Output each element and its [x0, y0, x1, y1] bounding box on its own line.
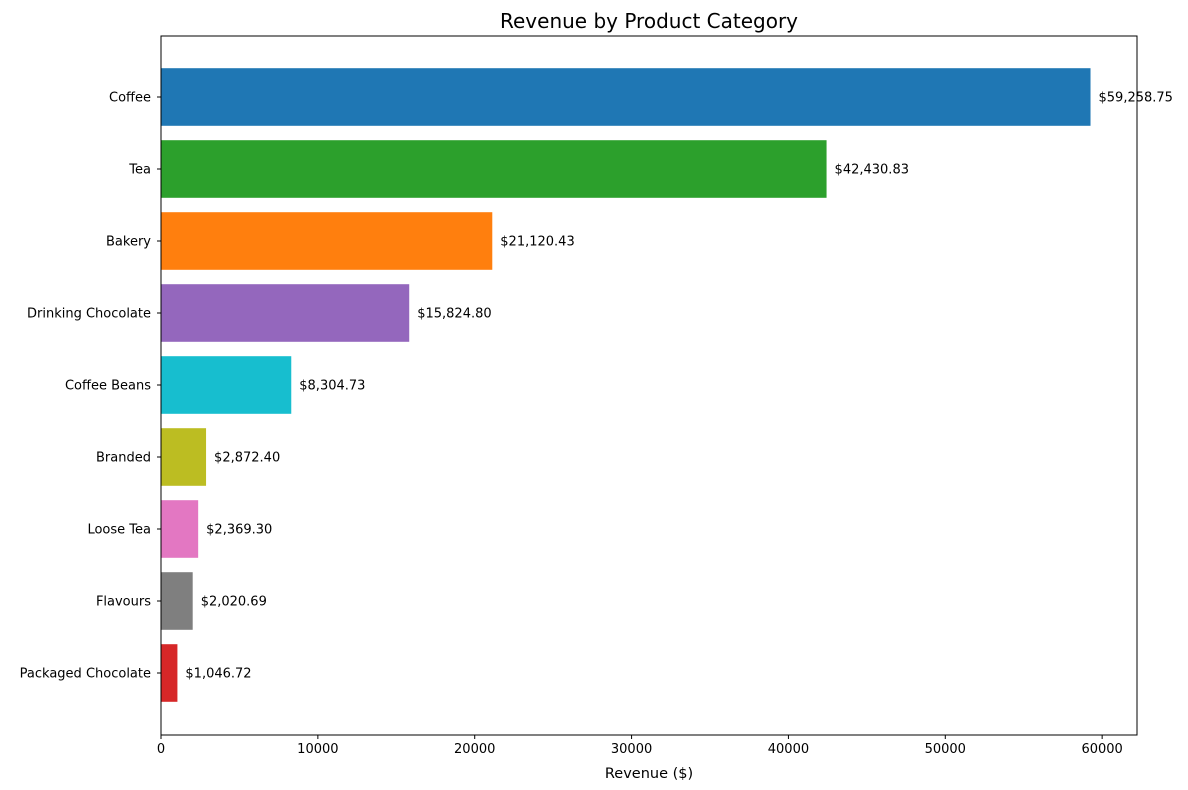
x-tick-label: 10000: [297, 742, 338, 757]
bars-group: [161, 68, 1091, 702]
y-tick-label: Flavours: [96, 595, 151, 610]
chart-title: Revenue by Product Category: [500, 9, 798, 33]
data-label: $59,258.75: [1099, 91, 1173, 106]
data-label: $2,872.40: [214, 451, 280, 466]
y-tick-label: Coffee Beans: [65, 379, 151, 394]
data-label: $8,304.73: [299, 379, 365, 394]
x-axis-label: Revenue ($): [605, 766, 693, 782]
bar-bakery: [161, 212, 493, 270]
data-label: $2,369.30: [206, 523, 272, 538]
x-tick-label: 40000: [768, 742, 809, 757]
data-label: $1,046.72: [185, 667, 251, 682]
x-tick-label: 60000: [1081, 742, 1122, 757]
y-tick-label: Loose Tea: [87, 523, 151, 538]
x-tick-label: 30000: [611, 742, 652, 757]
x-axis: 0 10000 20000 30000 40000 50000 60000: [157, 735, 1123, 757]
y-axis: Coffee Tea Bakery Drinking Chocolate Coffee …: [20, 91, 161, 682]
bar-branded: [161, 428, 207, 486]
plot-frame: [160, 35, 1138, 736]
data-labels-group: $59,258.75 $42,430.83 $21,120.43 $15,824.80…: [185, 91, 1173, 682]
y-tick-label: Tea: [128, 163, 151, 178]
y-tick-label: Packaged Chocolate: [20, 667, 151, 682]
x-tick-label: 50000: [925, 742, 966, 757]
y-tick-label: Coffee: [109, 91, 151, 106]
bar-drinking-chocolate: [161, 284, 410, 342]
y-tick-label: Branded: [96, 451, 151, 466]
data-label: $2,020.69: [201, 595, 267, 610]
x-tick-label: 0: [157, 742, 165, 757]
bar-coffee-beans: [161, 356, 292, 414]
bar-tea: [161, 140, 827, 198]
y-tick-label: Bakery: [106, 235, 151, 250]
data-label: $21,120.43: [500, 235, 574, 250]
data-label: $42,430.83: [835, 163, 909, 178]
bar-flavours: [161, 572, 193, 630]
bar-packaged-chocolate: [161, 644, 178, 702]
bar-loose-tea: [161, 500, 199, 558]
x-tick-label: 20000: [454, 742, 495, 757]
bar-coffee: [161, 68, 1091, 126]
y-tick-label: Drinking Chocolate: [27, 307, 151, 322]
data-label: $15,824.80: [417, 307, 491, 322]
